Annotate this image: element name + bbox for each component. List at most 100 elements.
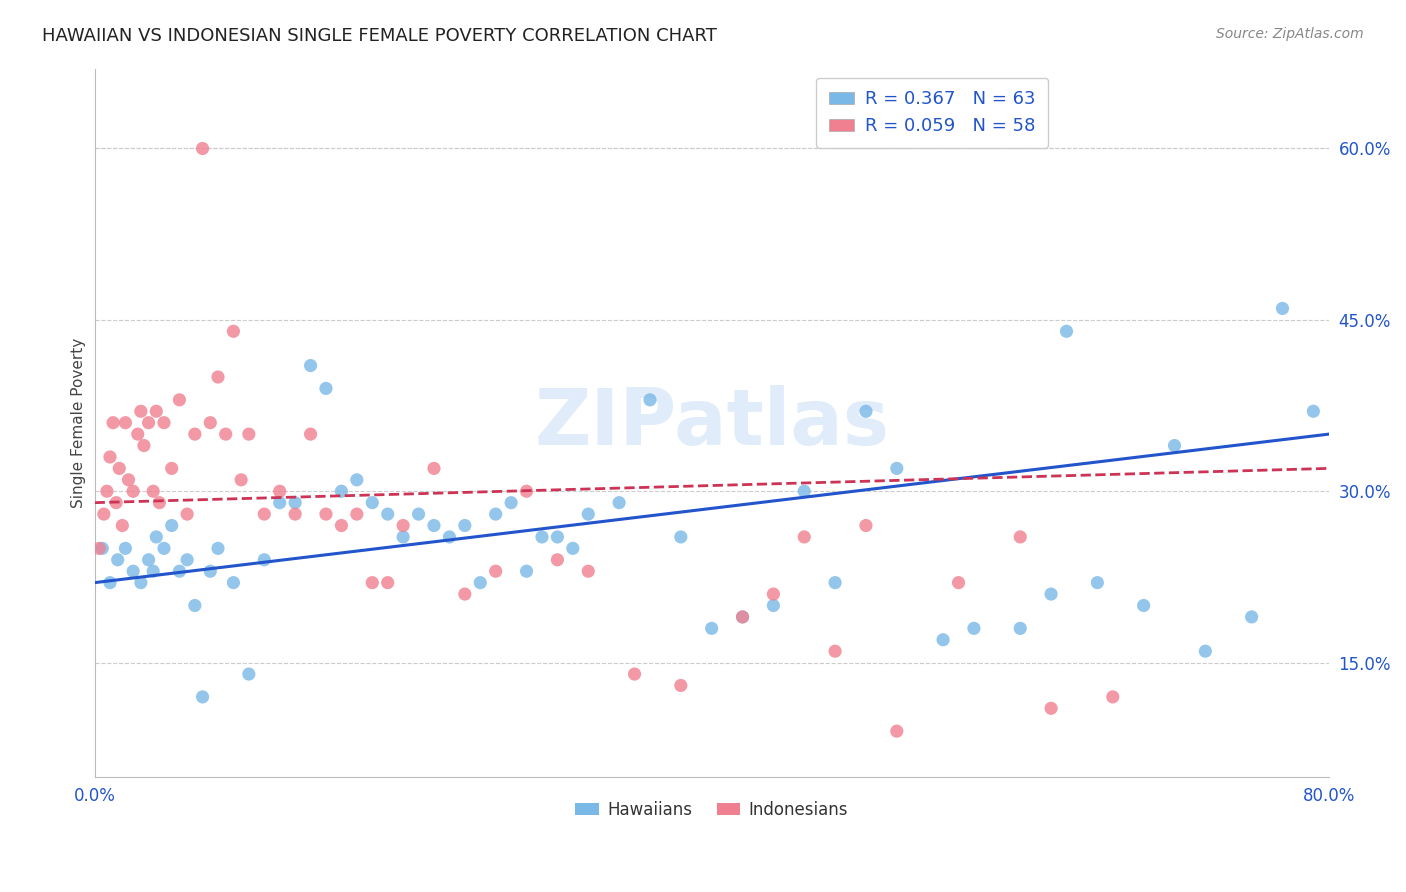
Point bbox=[122, 484, 145, 499]
Point bbox=[122, 564, 145, 578]
Y-axis label: Single Female Poverty: Single Female Poverty bbox=[72, 337, 86, 508]
Point bbox=[96, 484, 118, 499]
Point bbox=[824, 644, 846, 658]
Point bbox=[315, 507, 337, 521]
Point bbox=[138, 416, 160, 430]
Point bbox=[515, 484, 537, 499]
Point bbox=[485, 507, 508, 521]
Point bbox=[638, 392, 661, 407]
Point bbox=[1194, 644, 1216, 658]
Point bbox=[191, 141, 214, 155]
Point bbox=[284, 496, 307, 510]
Point bbox=[153, 541, 176, 556]
Point bbox=[98, 575, 121, 590]
Point bbox=[142, 484, 165, 499]
Point bbox=[824, 575, 846, 590]
Point bbox=[93, 507, 115, 521]
Point bbox=[129, 575, 152, 590]
Point bbox=[530, 530, 553, 544]
Point bbox=[1240, 610, 1263, 624]
Point bbox=[284, 507, 307, 521]
Point bbox=[1302, 404, 1324, 418]
Point bbox=[299, 359, 322, 373]
Legend: Hawaiians, Indonesians: Hawaiians, Indonesians bbox=[568, 794, 855, 825]
Point bbox=[315, 381, 337, 395]
Point bbox=[886, 461, 908, 475]
Point bbox=[700, 621, 723, 635]
Point bbox=[101, 416, 124, 430]
Point bbox=[576, 507, 599, 521]
Point bbox=[330, 518, 353, 533]
Point bbox=[377, 575, 399, 590]
Point bbox=[361, 496, 384, 510]
Point bbox=[731, 610, 754, 624]
Point bbox=[253, 507, 276, 521]
Point bbox=[269, 484, 291, 499]
Point bbox=[762, 587, 785, 601]
Point bbox=[439, 530, 461, 544]
Point bbox=[114, 541, 136, 556]
Point bbox=[346, 473, 368, 487]
Point bbox=[855, 518, 877, 533]
Point bbox=[145, 530, 167, 544]
Point bbox=[215, 427, 238, 442]
Point bbox=[108, 461, 131, 475]
Point bbox=[576, 564, 599, 578]
Point bbox=[127, 427, 149, 442]
Point bbox=[669, 678, 692, 692]
Point bbox=[886, 724, 908, 739]
Point bbox=[330, 484, 353, 499]
Point bbox=[546, 553, 568, 567]
Text: Source: ZipAtlas.com: Source: ZipAtlas.com bbox=[1216, 27, 1364, 41]
Point bbox=[129, 404, 152, 418]
Point bbox=[169, 564, 191, 578]
Point bbox=[107, 553, 129, 567]
Point bbox=[731, 610, 754, 624]
Point bbox=[762, 599, 785, 613]
Point bbox=[207, 370, 229, 384]
Point bbox=[1163, 438, 1185, 452]
Point bbox=[607, 496, 630, 510]
Point bbox=[932, 632, 955, 647]
Point bbox=[191, 690, 214, 704]
Point bbox=[200, 416, 222, 430]
Point bbox=[948, 575, 970, 590]
Point bbox=[1056, 324, 1078, 338]
Point bbox=[470, 575, 492, 590]
Point bbox=[138, 553, 160, 567]
Point bbox=[114, 416, 136, 430]
Point bbox=[1040, 701, 1063, 715]
Text: HAWAIIAN VS INDONESIAN SINGLE FEMALE POVERTY CORRELATION CHART: HAWAIIAN VS INDONESIAN SINGLE FEMALE POV… bbox=[42, 27, 717, 45]
Point bbox=[111, 518, 134, 533]
Point bbox=[117, 473, 139, 487]
Point bbox=[222, 575, 245, 590]
Text: ZIPatlas: ZIPatlas bbox=[534, 384, 889, 460]
Point bbox=[176, 553, 198, 567]
Point bbox=[1132, 599, 1154, 613]
Point bbox=[1010, 621, 1032, 635]
Point bbox=[623, 667, 645, 681]
Point bbox=[1271, 301, 1294, 316]
Point bbox=[561, 541, 583, 556]
Point bbox=[89, 541, 111, 556]
Point bbox=[299, 427, 322, 442]
Point bbox=[200, 564, 222, 578]
Point bbox=[269, 496, 291, 510]
Point bbox=[176, 507, 198, 521]
Point bbox=[454, 587, 477, 601]
Point bbox=[392, 518, 415, 533]
Point bbox=[1040, 587, 1063, 601]
Point bbox=[169, 392, 191, 407]
Point bbox=[501, 496, 523, 510]
Point bbox=[105, 496, 128, 510]
Point bbox=[1010, 530, 1032, 544]
Point bbox=[148, 496, 170, 510]
Point bbox=[238, 667, 260, 681]
Point bbox=[454, 518, 477, 533]
Point bbox=[793, 530, 815, 544]
Point bbox=[231, 473, 253, 487]
Point bbox=[142, 564, 165, 578]
Point bbox=[377, 507, 399, 521]
Point bbox=[408, 507, 430, 521]
Point bbox=[515, 564, 537, 578]
